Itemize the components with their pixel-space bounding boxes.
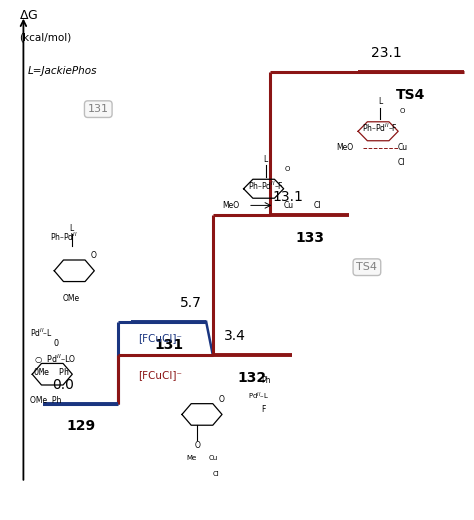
Text: TS4: TS4 <box>396 87 426 101</box>
Text: 3.4: 3.4 <box>224 329 246 343</box>
Text: O: O <box>219 395 225 404</box>
Text: L: L <box>378 97 382 106</box>
Text: 5.7: 5.7 <box>180 296 202 310</box>
Text: Cl: Cl <box>398 158 405 167</box>
Text: 13.1: 13.1 <box>272 190 303 204</box>
Text: 132: 132 <box>238 371 267 385</box>
Text: Cu: Cu <box>398 144 408 152</box>
Text: 129: 129 <box>66 420 95 434</box>
Text: O: O <box>285 166 291 172</box>
Text: MeO: MeO <box>337 144 354 152</box>
Text: Cu: Cu <box>209 456 218 461</box>
Text: OMe: OMe <box>63 294 80 304</box>
Text: O: O <box>194 441 201 450</box>
Text: 131: 131 <box>88 104 109 114</box>
Text: 0.0: 0.0 <box>52 378 74 392</box>
Text: O
$\bigcirc$ Pd$^{II}$–L
OMe  Ph: O $\bigcirc$ Pd$^{II}$–L OMe Ph <box>35 339 72 378</box>
Text: (kcal/mol): (kcal/mol) <box>19 33 71 43</box>
Text: Me: Me <box>186 456 197 461</box>
Text: Ph–Pd$^{II}$: Ph–Pd$^{II}$ <box>50 231 78 243</box>
Text: Cu: Cu <box>283 201 293 210</box>
Text: 133: 133 <box>295 231 324 245</box>
Text: Ph: Ph <box>261 376 271 385</box>
Text: Ph–Pd$^{II}$–F: Ph–Pd$^{II}$–F <box>362 122 398 135</box>
Text: Pd$^{II}$–L: Pd$^{II}$–L <box>30 327 53 339</box>
Text: F: F <box>261 405 265 414</box>
Text: O: O <box>69 355 75 363</box>
Text: O: O <box>400 108 405 114</box>
Text: Cl: Cl <box>314 201 321 210</box>
Text: [FCuCl]⁻: [FCuCl]⁻ <box>138 333 182 343</box>
Text: Cl: Cl <box>213 471 219 477</box>
Text: L=JackiePhos: L=JackiePhos <box>28 66 97 76</box>
Text: MeO: MeO <box>222 201 239 210</box>
Text: TS4: TS4 <box>356 262 377 272</box>
Text: L: L <box>264 155 268 164</box>
Text: Ph–Pd$^{II}$–F: Ph–Pd$^{II}$–F <box>248 179 283 192</box>
Text: Pd$^{II}$–L: Pd$^{II}$–L <box>248 391 269 402</box>
Text: L: L <box>70 224 74 233</box>
Text: [FCuCl]⁻: [FCuCl]⁻ <box>138 370 182 380</box>
Text: 131: 131 <box>154 337 183 352</box>
Text: O: O <box>91 251 97 260</box>
Text: OMe  Ph: OMe Ph <box>30 396 62 406</box>
Text: $\Delta$G: $\Delta$G <box>19 8 38 21</box>
Text: 23.1: 23.1 <box>371 46 402 60</box>
